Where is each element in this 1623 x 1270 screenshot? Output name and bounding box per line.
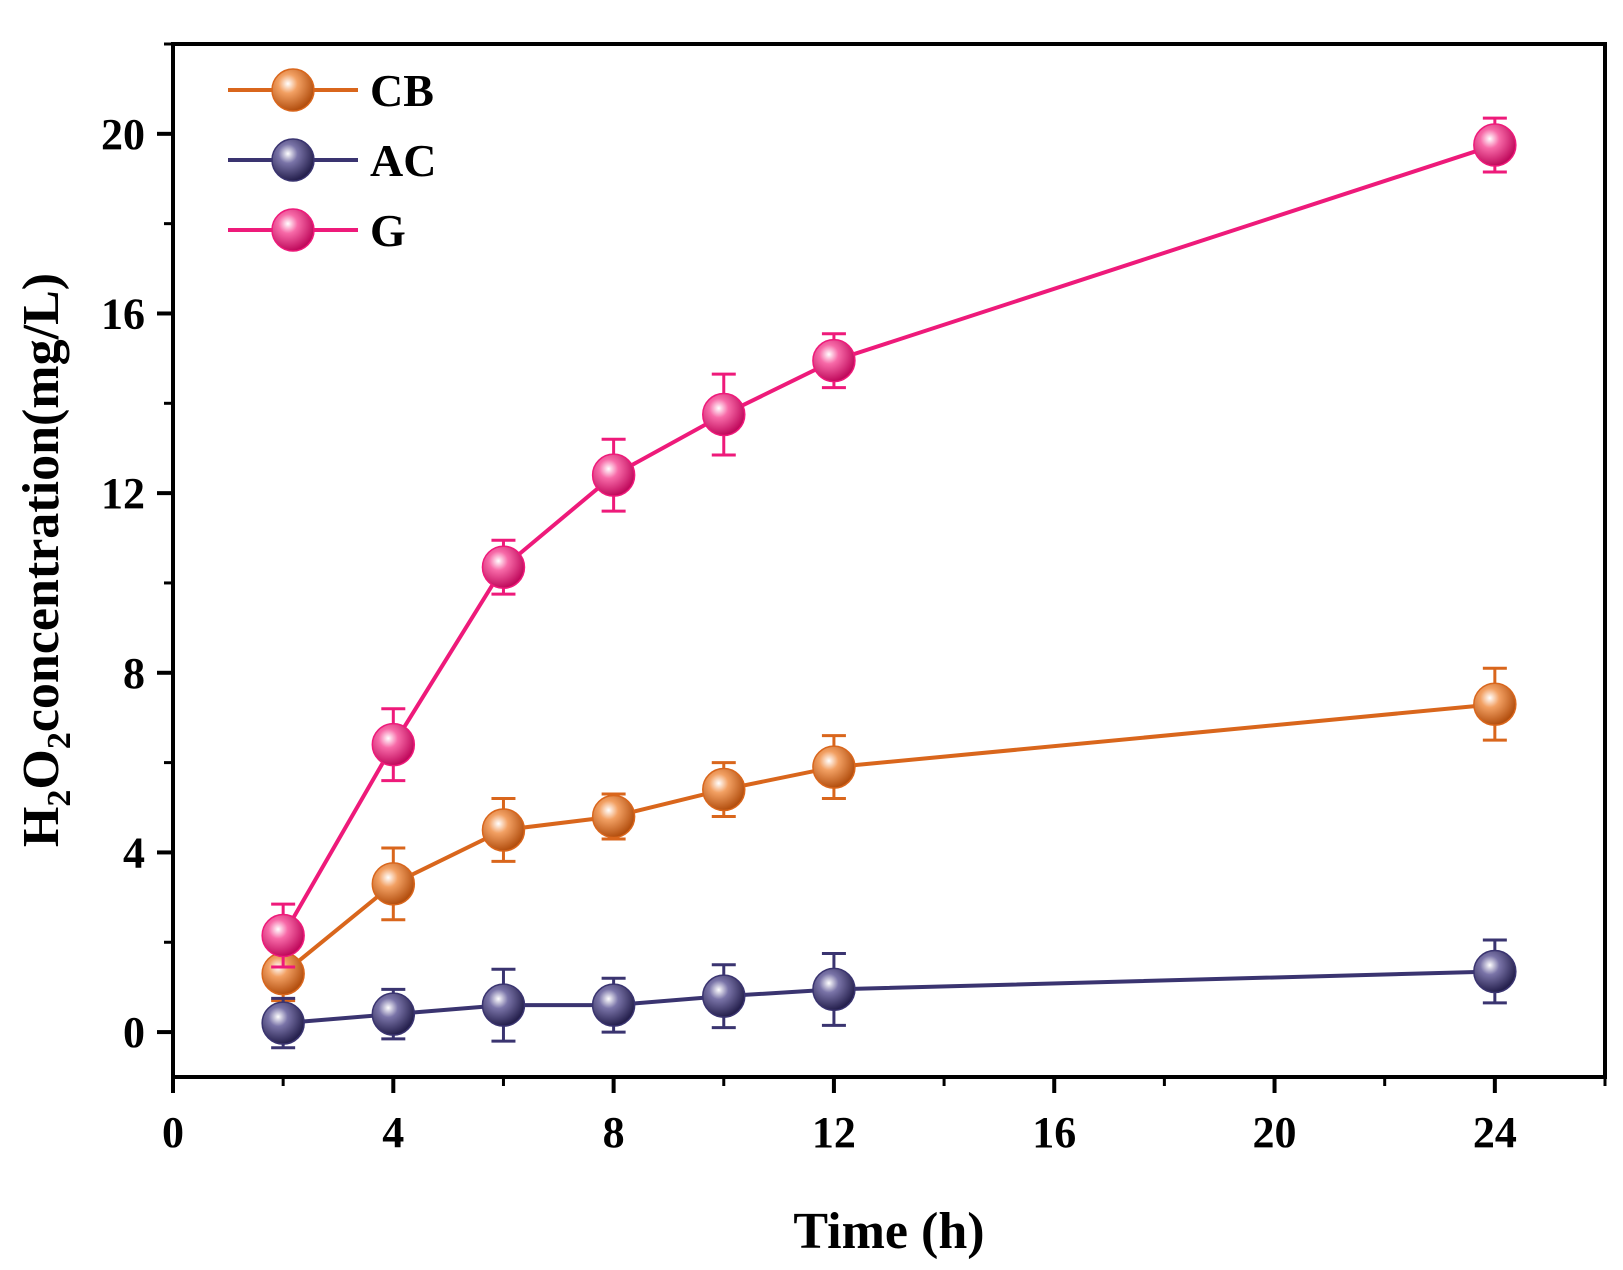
y-tick-label: 12 (101, 469, 145, 518)
y-axis-title: H2O2concentration(mg/L) (13, 273, 78, 847)
legend-item-ac: AC (228, 135, 436, 186)
y-tick-label: 8 (123, 649, 145, 698)
series-cb (261, 666, 1517, 1003)
legend-item-g: G (228, 205, 406, 256)
series-layer (261, 116, 1517, 1050)
data-point-ac (1473, 949, 1517, 994)
legend-marker (271, 68, 315, 112)
data-point-g (1473, 123, 1517, 167)
legend-label-cb: CB (370, 65, 434, 116)
x-tick-label: 24 (1473, 1108, 1517, 1157)
data-point-g (812, 338, 856, 383)
data-point-cb (702, 767, 746, 812)
x-tick-label: 20 (1253, 1108, 1297, 1157)
data-point-ac (261, 1001, 305, 1045)
legend: CB AC G (228, 65, 436, 256)
data-point-g (702, 392, 746, 437)
x-tick-label: 0 (162, 1108, 184, 1157)
y-tick-label: 20 (101, 110, 145, 159)
legend-label-ac: AC (370, 135, 436, 186)
series-g (261, 116, 1517, 969)
x-axis: 0 4 8 12 16 20 24 (162, 1077, 1607, 1157)
data-point-cb (591, 794, 636, 839)
series-line-cb (281, 702, 1496, 976)
series-line-ac (282, 969, 1495, 1026)
data-point-ac (702, 974, 746, 1018)
legend-item-cb: CB (228, 65, 434, 116)
data-point-g (261, 913, 305, 958)
data-point-cb (481, 808, 526, 852)
legend-marker (271, 138, 315, 182)
data-point-ac (812, 967, 856, 1012)
series-ac (261, 938, 1517, 1050)
x-tick-label: 16 (1032, 1108, 1076, 1157)
x-tick-label: 8 (603, 1108, 625, 1157)
data-point-ac (481, 983, 526, 1027)
data-point-cb (1473, 682, 1517, 726)
legend-label-g: G (370, 205, 406, 256)
data-point-g (591, 453, 636, 497)
data-point-cb (371, 862, 416, 906)
x-axis-title: Time (h) (793, 1203, 984, 1260)
y-tick-label: 4 (123, 828, 145, 877)
y-tick-label: 16 (101, 289, 145, 338)
x-tick-label: 12 (812, 1108, 856, 1157)
y-tick-label: 0 (123, 1008, 145, 1057)
data-point-cb (812, 745, 856, 789)
data-point-ac (591, 983, 636, 1027)
y-axis: 0 4 8 12 16 20 (101, 42, 173, 1057)
legend-marker (271, 208, 315, 252)
series-line-g (281, 143, 1496, 937)
data-point-g (481, 545, 526, 589)
plot-frame (171, 42, 1607, 1079)
data-point-ac (371, 992, 416, 1036)
x-tick-label: 4 (382, 1108, 404, 1157)
data-point-g (371, 722, 416, 767)
